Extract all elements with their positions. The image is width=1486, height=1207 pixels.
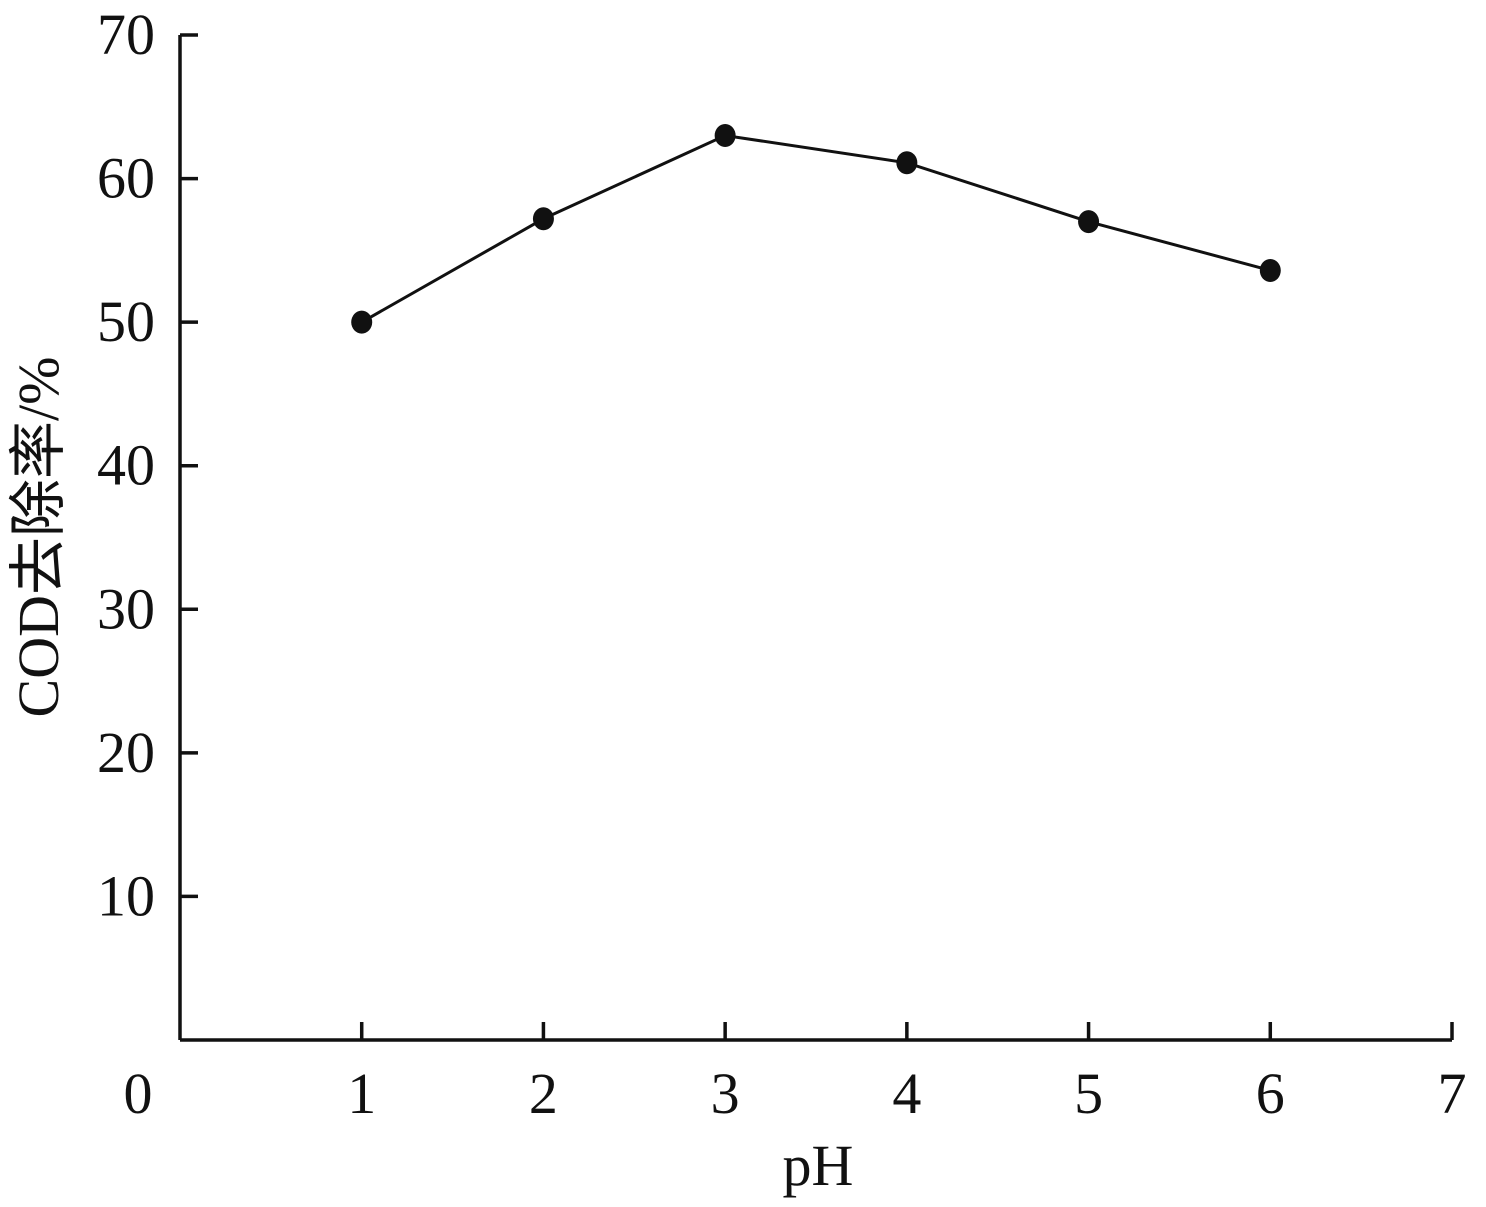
- x-tick-label: 3: [711, 1061, 740, 1126]
- data-point: [714, 124, 736, 147]
- x-tick-label: 6: [1256, 1061, 1285, 1126]
- data-point: [351, 310, 373, 334]
- y-ticks: [180, 33, 198, 899]
- y-tick-label: 10: [97, 863, 155, 928]
- y-tick-label: 50: [97, 289, 155, 354]
- x-tick-labels: 0 1 2 3 4 5 6 7: [124, 1061, 1467, 1126]
- series-line: [360, 133, 1271, 324]
- y-tick-label: 70: [97, 2, 155, 67]
- x-tick-label: 2: [529, 1061, 558, 1126]
- x-tick-label: 5: [1074, 1061, 1103, 1126]
- x-tick-label: 4: [892, 1061, 921, 1126]
- y-tick-labels: 10 20 30 40 50 60 70: [97, 2, 155, 928]
- y-tick-label: 40: [97, 433, 155, 498]
- y-axis-title: COD去除率/%: [6, 357, 71, 718]
- data-point: [1078, 210, 1100, 234]
- series-group: [351, 124, 1281, 334]
- data-point: [532, 207, 554, 231]
- x-ticks: [359, 1022, 1454, 1040]
- x-tick-label: 1: [347, 1061, 376, 1126]
- axes: [178, 35, 1452, 1042]
- x-tick-label: 7: [1438, 1061, 1467, 1126]
- x-axis-title: pH: [783, 1133, 854, 1198]
- x-tick-label: 0: [124, 1061, 153, 1126]
- y-tick-label: 60: [97, 146, 155, 211]
- y-tick-label: 20: [97, 720, 155, 785]
- data-point: [1259, 258, 1281, 282]
- data-point: [896, 151, 918, 175]
- y-tick-label: 30: [97, 576, 155, 641]
